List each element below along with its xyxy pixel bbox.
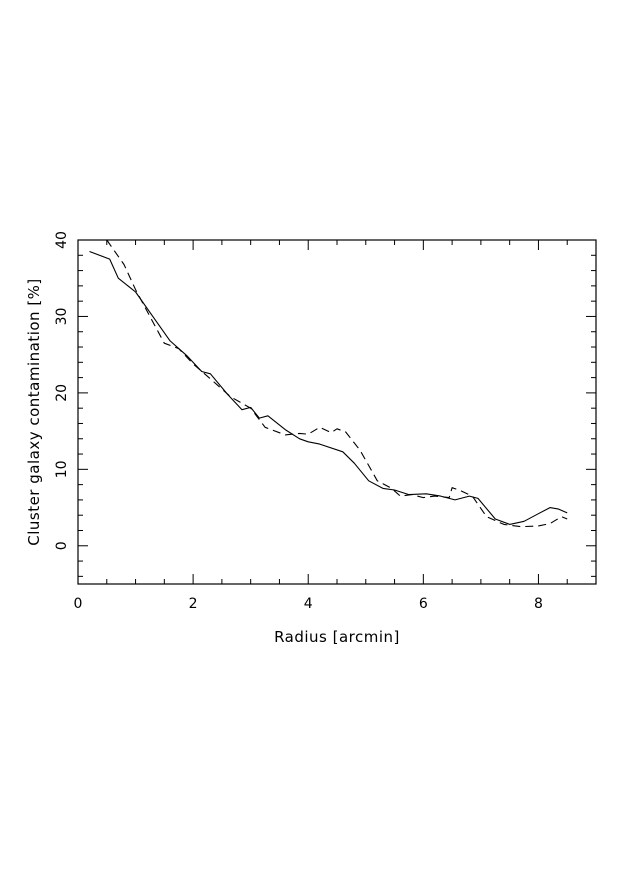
x-tick-label: 6	[419, 596, 428, 612]
y-axis-label: Cluster galaxy contamination [%]	[25, 278, 43, 546]
plot-frame	[77, 239, 597, 585]
y-tick-label: 0	[54, 541, 70, 550]
tick-labels: 0 2 4 6 8 0 10 20 30 40	[54, 231, 543, 612]
solid-series-line	[89, 250, 568, 525]
x-tick-label: 8	[534, 596, 543, 612]
dashed-series-line	[106, 239, 568, 528]
y-tick-label: 10	[54, 460, 70, 478]
y-tick-label: 40	[54, 231, 70, 249]
x-tick-label: 4	[304, 596, 313, 612]
y-tick-label: 30	[54, 308, 70, 326]
x-axis-label: Radius [arcmin]	[274, 628, 400, 646]
axis-ticks	[77, 239, 597, 584]
y-tick-label: 20	[54, 384, 70, 402]
x-tick-label: 2	[189, 596, 198, 612]
x-tick-label: 0	[74, 596, 83, 612]
series-lines	[89, 239, 568, 528]
